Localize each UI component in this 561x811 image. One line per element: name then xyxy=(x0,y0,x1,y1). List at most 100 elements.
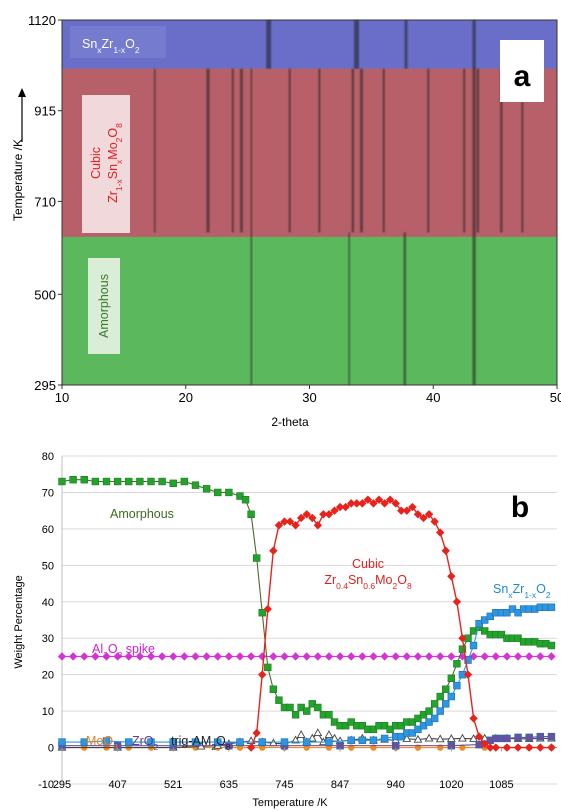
data-point xyxy=(430,517,439,526)
heatmap-y-axis-label: Temperature /K xyxy=(11,139,25,221)
data-point xyxy=(536,743,545,752)
data-point xyxy=(291,735,300,744)
data-point xyxy=(225,488,233,497)
data-point xyxy=(113,652,122,661)
label-amorphous-a: Amorphous xyxy=(88,258,120,354)
data-point xyxy=(358,652,367,661)
data-point xyxy=(419,513,428,523)
data-point xyxy=(459,744,466,751)
data-point xyxy=(269,546,278,555)
data-point xyxy=(330,733,339,742)
tin-oxide-label: SnxZr1-xO2 xyxy=(82,37,140,55)
data-point xyxy=(80,652,89,661)
data-point xyxy=(275,696,283,704)
heatmap-x-tick-3: 40 xyxy=(426,390,440,405)
data-point xyxy=(369,736,378,744)
panel-letter-a-box xyxy=(500,40,544,102)
data-point xyxy=(102,737,111,745)
data-point xyxy=(324,510,334,519)
diffraction-line-4 xyxy=(206,68,210,233)
heatmap-y-tick-4: 1120 xyxy=(28,13,56,28)
data-point xyxy=(80,738,88,746)
zro2-label: ZrO2 xyxy=(132,734,159,752)
phase-regions xyxy=(62,20,557,385)
phase-region-0 xyxy=(62,236,557,385)
data-point xyxy=(252,728,261,738)
data-point xyxy=(435,734,445,743)
data-point xyxy=(169,738,177,746)
diffraction-line-16 xyxy=(521,68,524,233)
data-point xyxy=(347,652,356,661)
data-point xyxy=(447,652,456,661)
data-point xyxy=(313,652,323,661)
data-point xyxy=(280,652,289,661)
data-point xyxy=(296,730,306,738)
line-chart-x-axis-label: Temperature /K xyxy=(252,797,328,809)
heatmap-x-tick-1: 20 xyxy=(179,390,193,405)
data-point xyxy=(547,603,556,611)
data-point xyxy=(335,502,345,512)
label-cubic: Cubic Zr1-xSnxMo2O8 xyxy=(82,95,130,233)
data-point xyxy=(430,714,439,723)
diffraction-line-20 xyxy=(403,232,406,385)
data-point xyxy=(258,609,266,617)
data-point xyxy=(452,597,462,606)
heatmap-x-axis-label: 2-theta xyxy=(271,415,309,429)
data-point xyxy=(335,652,345,661)
data-point xyxy=(303,707,311,715)
data-point xyxy=(307,733,317,742)
line-chart-y-tick-3: 20 xyxy=(42,670,54,682)
data-point xyxy=(458,634,467,643)
diffraction-lines xyxy=(154,20,524,386)
data-point xyxy=(125,738,133,746)
data-point xyxy=(58,738,66,746)
panel-letter-a: a xyxy=(514,60,531,93)
line-chart-x-tick-3: 635 xyxy=(220,779,238,791)
data-point xyxy=(124,652,133,661)
data-point xyxy=(135,652,145,661)
data-point xyxy=(369,499,378,508)
series-al2o3-spike xyxy=(57,652,556,661)
line-chart-x-tick-8: 1085 xyxy=(489,779,513,791)
data-point xyxy=(453,660,461,668)
data-point xyxy=(358,736,367,744)
data-point xyxy=(252,554,261,562)
data-point xyxy=(274,521,284,530)
data-point xyxy=(80,475,88,484)
line-chart-y-tick-1: 0 xyxy=(48,743,54,755)
line-chart-y-tick-7: 60 xyxy=(42,524,54,536)
data-point xyxy=(363,495,373,504)
data-point xyxy=(319,510,328,519)
data-point xyxy=(469,714,478,723)
data-point xyxy=(302,652,311,661)
data-point xyxy=(102,652,111,661)
data-point xyxy=(524,652,534,661)
data-point xyxy=(325,711,333,719)
data-point xyxy=(536,732,545,741)
diffraction-line-12 xyxy=(427,68,430,233)
line-chart-x-tick-7: 1020 xyxy=(439,779,463,791)
data-point xyxy=(202,485,211,493)
data-point xyxy=(374,495,384,504)
data-point xyxy=(191,481,200,489)
panel-a-heatmap: SnxZr1-xO2 Cubic Zr1-xSnxMo2O8 Amorphous… xyxy=(11,13,561,429)
data-point xyxy=(525,733,533,742)
data-point xyxy=(303,738,311,746)
phase-region-1 xyxy=(62,68,557,237)
data-point xyxy=(402,506,412,515)
data-point xyxy=(514,733,522,742)
data-point xyxy=(463,670,473,679)
panel-letter-b: b xyxy=(511,491,529,524)
data-point xyxy=(447,692,456,701)
series-snxzr1-xo2 xyxy=(58,603,556,746)
cubic-label-2: Zr1-xSnxMo2O8 xyxy=(106,123,124,203)
line-chart-y-tick-9: 80 xyxy=(42,451,54,463)
diffraction-line-15 xyxy=(500,68,503,233)
data-point xyxy=(408,502,417,512)
data-point xyxy=(347,499,356,508)
data-point xyxy=(413,652,423,661)
data-point xyxy=(425,707,433,715)
heatmap-axis-ticks: 10 20 30 40 50 295 500 710 915 1120 xyxy=(28,13,561,405)
data-point xyxy=(524,743,534,752)
data-point xyxy=(280,738,289,746)
